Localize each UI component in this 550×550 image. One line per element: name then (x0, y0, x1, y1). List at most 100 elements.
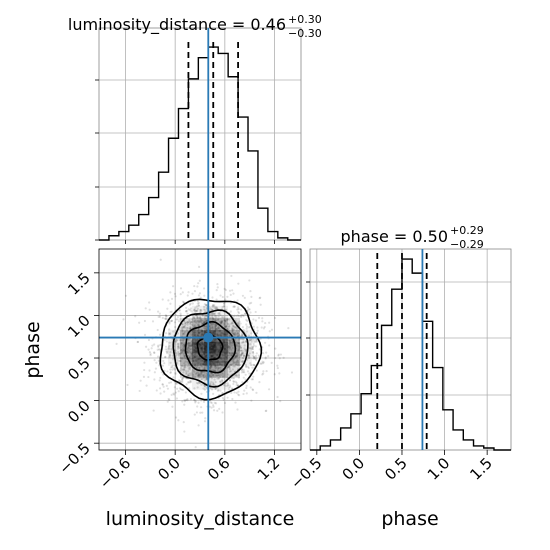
scatter-point (235, 374, 238, 377)
scatter-point (228, 352, 231, 355)
scatter-point (170, 310, 173, 313)
scatter-point (215, 319, 218, 322)
scatter-point (231, 329, 234, 332)
scatter-point (154, 367, 158, 370)
scatter-point (178, 380, 181, 383)
scatter-point (187, 374, 191, 377)
scatter-point (181, 330, 184, 333)
scatter-point (213, 378, 216, 381)
scatter-point (221, 295, 224, 299)
scatter-point (259, 303, 262, 306)
scatter-point (211, 305, 214, 308)
scatter-point (203, 367, 206, 370)
scatter-point (264, 341, 267, 344)
scatter-point (176, 332, 179, 335)
scatter-point (183, 366, 186, 370)
scatter-point (215, 306, 218, 310)
scatter-point (193, 284, 196, 288)
scatter-point (199, 320, 202, 324)
scatter-point (182, 333, 185, 336)
scatter-point (268, 321, 271, 324)
scatter-point (185, 371, 188, 374)
scatter-point (230, 339, 233, 342)
scatter-point (223, 304, 226, 307)
scatter-point (218, 327, 221, 330)
scatter-point (211, 304, 215, 307)
scatter-point (216, 377, 219, 380)
scatter-point (232, 324, 235, 328)
scatter-point (238, 346, 241, 349)
scatter-point (181, 323, 184, 326)
scatter-point (167, 332, 170, 335)
scatter-point (210, 308, 214, 312)
scatter-point (242, 328, 245, 331)
scatter-point (168, 333, 171, 336)
contour-3 (159, 298, 263, 401)
scatter-point (217, 315, 220, 318)
scatter-point (249, 347, 252, 350)
scatter-point (217, 325, 220, 328)
scatter-point (211, 326, 214, 329)
scatter-point (166, 348, 169, 351)
scatter-point (177, 344, 180, 348)
scatter-point (248, 356, 251, 359)
scatter-point (226, 384, 229, 387)
scatter-point (236, 332, 240, 335)
scatter-point (236, 355, 239, 358)
scatter-point (197, 321, 201, 324)
scatter-point (182, 353, 185, 356)
scatter-point (191, 373, 194, 376)
density-cell (215, 305, 228, 318)
scatter-point (197, 370, 200, 373)
scatter-point (177, 419, 180, 422)
joint-xtick-label-3: 1.2 (254, 454, 284, 484)
scatter-point (234, 355, 237, 358)
scatter-point (184, 321, 187, 324)
scatter-point (203, 376, 206, 380)
scatter-point (235, 383, 238, 386)
scatter-point (190, 321, 193, 324)
scatter-point (252, 318, 255, 321)
scatter-point (217, 327, 221, 330)
scatter-point (210, 375, 213, 378)
scatter-point (149, 352, 152, 355)
scatter-point (239, 360, 243, 363)
scatter-point (237, 306, 240, 309)
scatter-point (255, 356, 258, 359)
scatter-point (212, 405, 215, 408)
scatter-point (181, 349, 184, 352)
scatter-point (152, 351, 156, 354)
scatter-point (188, 372, 191, 375)
scatter-point (205, 319, 208, 322)
scatter-point (195, 411, 198, 414)
scatter-point (161, 316, 164, 320)
scatter-point (217, 326, 220, 329)
scatter-point (240, 371, 244, 374)
scatter-point (197, 282, 200, 285)
scatter-point (230, 351, 233, 354)
scatter-point (199, 372, 203, 375)
scatter-point (186, 347, 189, 351)
scatter-point (245, 323, 248, 326)
scatter-point (236, 384, 240, 387)
scatter-point (220, 373, 223, 376)
scatter-point (159, 392, 162, 395)
scatter-point (188, 333, 191, 336)
scatter-point (276, 364, 279, 367)
scatter-point (225, 325, 228, 328)
scatter-point (209, 366, 213, 369)
scatter-point (279, 353, 283, 356)
scatter-point (193, 308, 196, 311)
scatter-point (202, 305, 206, 308)
scatter-point (161, 364, 165, 367)
y-axis-label-phase: phase (22, 321, 44, 378)
scatter-point (215, 314, 218, 317)
scatter-point (165, 340, 168, 343)
scatter-point (252, 357, 255, 360)
scatter-point (243, 296, 246, 299)
scatter-point (187, 381, 191, 384)
scatter-point (246, 325, 249, 328)
scatter-point (251, 345, 254, 348)
scatter-point (231, 362, 234, 365)
scatter-point (182, 338, 185, 341)
